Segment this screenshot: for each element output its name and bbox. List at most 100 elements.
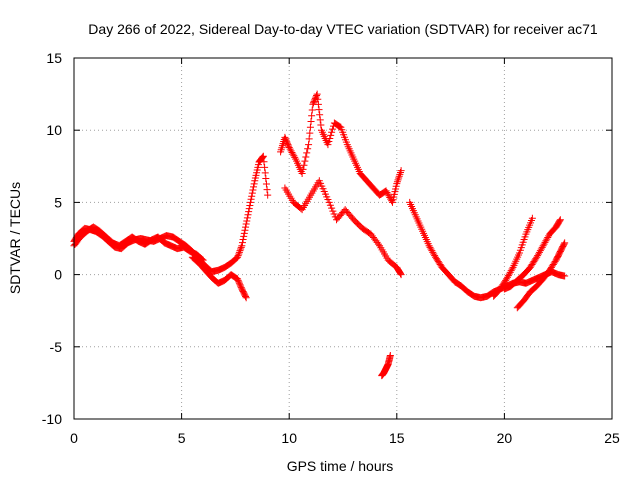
data-point: [306, 123, 314, 131]
data-point: [328, 204, 336, 212]
data-point: [240, 229, 248, 237]
data-point: [395, 174, 403, 182]
data-point: [243, 214, 251, 222]
data-point: [199, 256, 207, 264]
data-point: [261, 169, 269, 177]
data-point: [283, 139, 291, 147]
data-point: [237, 245, 245, 253]
data-point: [316, 116, 324, 124]
data-point: [264, 191, 272, 199]
data-point: [327, 131, 335, 139]
data-point: [324, 141, 332, 149]
data-point: [262, 180, 270, 188]
y-tick-label: 10: [46, 122, 62, 138]
data-point: [234, 275, 242, 283]
data-point: [242, 220, 250, 228]
data-point: [329, 207, 337, 215]
data-point: [234, 276, 242, 284]
data-point: [245, 208, 253, 216]
y-tick-label: -5: [50, 339, 63, 355]
data-point: [397, 167, 405, 175]
x-tick-label: 25: [604, 430, 620, 446]
data-point: [301, 157, 309, 165]
x-tick-label: 10: [281, 430, 297, 446]
data-point: [259, 153, 267, 161]
data-point: [249, 186, 257, 194]
data-point: [313, 92, 321, 100]
data-point: [394, 176, 402, 184]
y-tick-label: 15: [46, 50, 62, 66]
data-point: [283, 138, 291, 146]
data-point: [561, 272, 569, 280]
data-point: [317, 121, 325, 129]
data-point: [316, 111, 324, 119]
data-point: [242, 292, 250, 300]
data-point: [329, 125, 337, 133]
data-point: [263, 186, 271, 194]
data-point: [396, 270, 404, 278]
data-point: [556, 217, 564, 225]
data-point: [237, 243, 245, 251]
data-point: [291, 153, 299, 161]
data-point: [246, 201, 254, 209]
data-point: [561, 239, 569, 247]
data-point: [235, 279, 243, 287]
y-tick-label: 0: [54, 267, 62, 283]
data-point: [397, 271, 405, 279]
data-point: [326, 134, 334, 142]
data-point: [298, 170, 306, 178]
data-point: [236, 281, 244, 289]
data-point: [240, 232, 248, 240]
data-point: [235, 248, 243, 256]
data-point: [310, 97, 318, 105]
data-point: [374, 240, 382, 248]
data-point: [262, 174, 270, 182]
data-point: [300, 161, 308, 169]
data-point: [299, 165, 307, 173]
data-point: [328, 128, 336, 136]
data-point: [281, 133, 289, 141]
y-tick-label: -10: [42, 411, 62, 427]
data-point: [284, 141, 292, 149]
data-point: [396, 170, 404, 178]
data-point: [260, 158, 268, 166]
data-point: [556, 216, 564, 224]
data-point: [244, 211, 252, 219]
data-point: [303, 149, 311, 157]
data-point: [238, 242, 246, 250]
data-point: [325, 138, 333, 146]
data-point: [326, 201, 334, 209]
data-point: [314, 100, 322, 108]
data-point: [241, 226, 249, 234]
data-point: [304, 145, 312, 153]
x-tick-label: 20: [497, 430, 513, 446]
data-point: [248, 192, 256, 200]
data-point: [388, 197, 396, 205]
data-point: [234, 253, 242, 261]
data-point: [305, 135, 313, 143]
data-point: [261, 163, 269, 171]
chart-title: Day 266 of 2022, Sidereal Day-to-day VTE…: [88, 21, 598, 37]
data-point: [560, 240, 568, 248]
y-axis-label: SDTVAR / TECUs: [7, 182, 23, 294]
data-point: [242, 223, 250, 231]
axis-ticks: 0 5 10 15 20 25 -10 -5 0 5 10 15: [42, 50, 620, 446]
data-point: [236, 247, 244, 255]
data-point: [235, 250, 243, 258]
data-point: [308, 106, 316, 114]
data-point: [393, 178, 401, 186]
data-point: [234, 252, 242, 260]
data-point: [311, 96, 319, 104]
data-point: [239, 236, 247, 244]
data-point: [259, 152, 267, 160]
data-point: [386, 351, 394, 359]
data-point: [308, 112, 316, 120]
data-points: [70, 90, 569, 380]
data-point: [282, 135, 290, 143]
data-point: [248, 189, 256, 197]
data-point: [314, 95, 322, 103]
data-point: [282, 136, 290, 144]
data-point: [247, 195, 255, 203]
data-point: [305, 141, 313, 149]
data-point: [242, 294, 250, 302]
